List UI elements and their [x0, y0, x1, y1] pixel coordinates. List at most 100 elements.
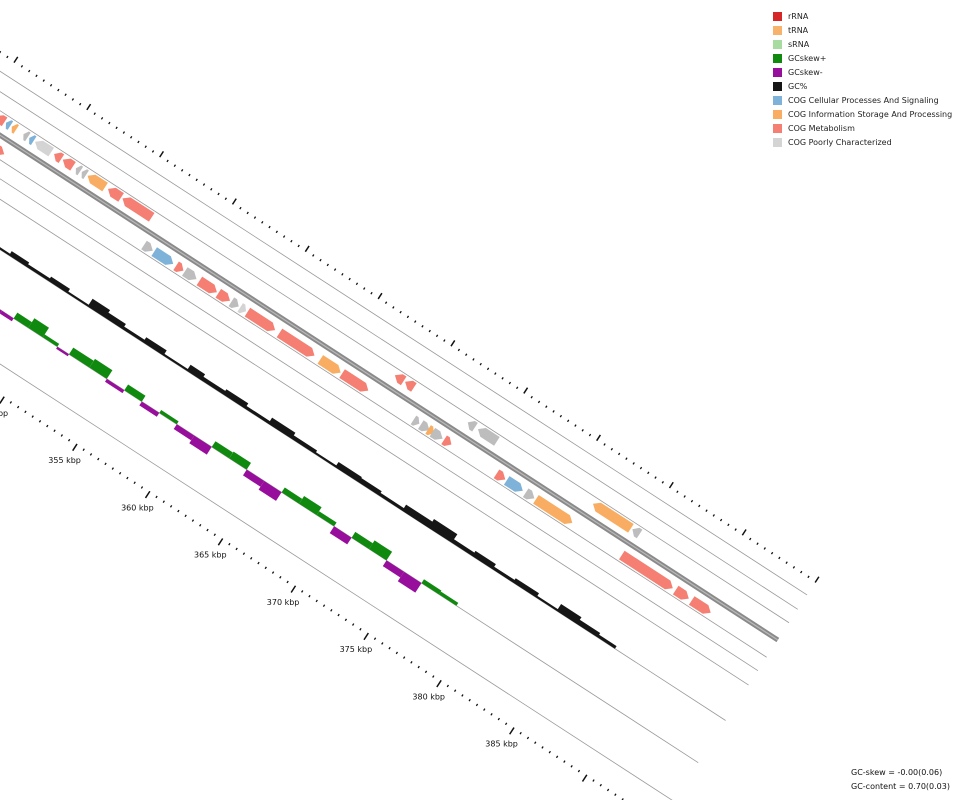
outer-tick	[617, 452, 621, 456]
outer-tick	[668, 481, 674, 489]
scale-tick	[213, 533, 216, 537]
scale-tick	[592, 779, 595, 782]
legend-item: tRNA	[773, 23, 952, 37]
outer-tick	[297, 244, 300, 248]
gc-skew-negative	[173, 424, 195, 441]
legend-swatch	[773, 81, 782, 91]
gene-feature	[0, 145, 5, 155]
gc-skew-negative	[397, 571, 422, 593]
ring-line	[0, 91, 798, 610]
gene-feature	[425, 425, 434, 436]
outer-tick	[800, 570, 803, 574]
scale-tick	[206, 528, 209, 532]
legend-swatch	[773, 67, 782, 77]
scale-tick	[563, 760, 566, 763]
gc-skew-positive	[316, 511, 337, 527]
scale-tick	[570, 765, 573, 768]
gc-skew-negative	[329, 526, 352, 545]
legend: rRNA tRNA sRNA GCskew+ GCskew- GC% COG Cellula…	[773, 9, 952, 149]
scale-tick	[395, 651, 399, 655]
outer-tick	[574, 424, 577, 427]
outer-tick	[479, 362, 482, 366]
scale-tick	[72, 443, 78, 452]
outer-tick	[231, 198, 237, 205]
gc-skew-negative	[56, 346, 69, 357]
outer-tick	[443, 339, 446, 342]
outer-tick	[13, 56, 19, 64]
outer-tick	[610, 447, 614, 451]
legend-item: GCskew-	[773, 65, 952, 79]
scale-tick	[519, 731, 522, 735]
scale-tick	[0, 396, 5, 404]
outer-tick	[253, 216, 257, 219]
tick-label: 355 kbp	[48, 456, 81, 465]
outer-tick	[100, 117, 104, 120]
scale-ticks	[0, 50, 820, 800]
legend-item: sRNA	[773, 37, 952, 51]
ring-line	[0, 70, 808, 596]
outer-tick	[341, 273, 344, 276]
outer-tick	[530, 395, 533, 399]
scale-tick	[555, 755, 559, 759]
outer-tick	[414, 320, 417, 323]
outer-tick	[137, 140, 140, 144]
legend-label: rRNA	[788, 11, 809, 21]
gene-feature	[478, 428, 500, 446]
ring-line	[0, 110, 790, 624]
gc-skew-positive	[439, 591, 459, 606]
scale-tick	[308, 594, 311, 598]
outer-tick	[64, 93, 67, 97]
outer-tick	[596, 434, 602, 442]
gc-skew-positive	[229, 451, 251, 470]
gc-skew-positive	[28, 318, 49, 338]
gc-skew-positive	[281, 487, 303, 504]
outer-tick	[792, 566, 796, 569]
outer-tick	[319, 258, 322, 262]
scale-tick	[140, 486, 144, 489]
scale-tick	[577, 769, 581, 773]
legend-swatch	[773, 53, 782, 63]
gene-feature	[122, 197, 155, 222]
outer-tick	[129, 135, 133, 139]
outer-tick	[552, 410, 555, 413]
outer-tick	[632, 462, 635, 465]
outer-tick	[195, 178, 198, 182]
scale-tick	[410, 661, 413, 664]
tick-label: 375 kbp	[340, 645, 373, 654]
scale-tick	[111, 467, 114, 470]
outer-tick	[57, 88, 60, 92]
outer-tick	[603, 443, 606, 446]
outer-tick	[537, 400, 541, 404]
scale-tick	[453, 689, 457, 693]
outer-tick	[6, 55, 9, 59]
gc-skew-positive	[369, 540, 393, 561]
outer-tick	[647, 471, 650, 475]
gc-skew-positive	[13, 312, 32, 328]
gc-skew-stat: GC-skew = -0.00(0.06)	[851, 768, 943, 777]
legend-swatch	[773, 11, 782, 21]
backbone-highlight	[0, 134, 779, 641]
gene-feature	[141, 240, 153, 252]
gene-feature	[467, 421, 478, 432]
scale-tick	[436, 679, 442, 688]
scale-tick	[301, 590, 304, 593]
gc-skew-positive	[421, 579, 442, 595]
gene-feature	[522, 488, 535, 500]
outer-tick	[333, 268, 337, 271]
outer-tick	[588, 433, 592, 437]
outer-tick	[0, 50, 2, 54]
gc-skew-negative	[189, 435, 212, 455]
outer-tick	[814, 576, 820, 583]
outer-tick	[159, 150, 165, 158]
outer-tick	[312, 254, 315, 257]
gene-feature	[75, 165, 84, 176]
scale-tick	[388, 646, 391, 650]
tick-label: 350 kbp	[0, 409, 8, 418]
outer-tick	[49, 83, 53, 87]
scale-tick	[509, 727, 515, 735]
scale-tick	[581, 774, 588, 782]
tick-label: 385 kbp	[485, 740, 518, 749]
scale-tick	[46, 424, 49, 428]
gene-feature	[533, 495, 573, 524]
